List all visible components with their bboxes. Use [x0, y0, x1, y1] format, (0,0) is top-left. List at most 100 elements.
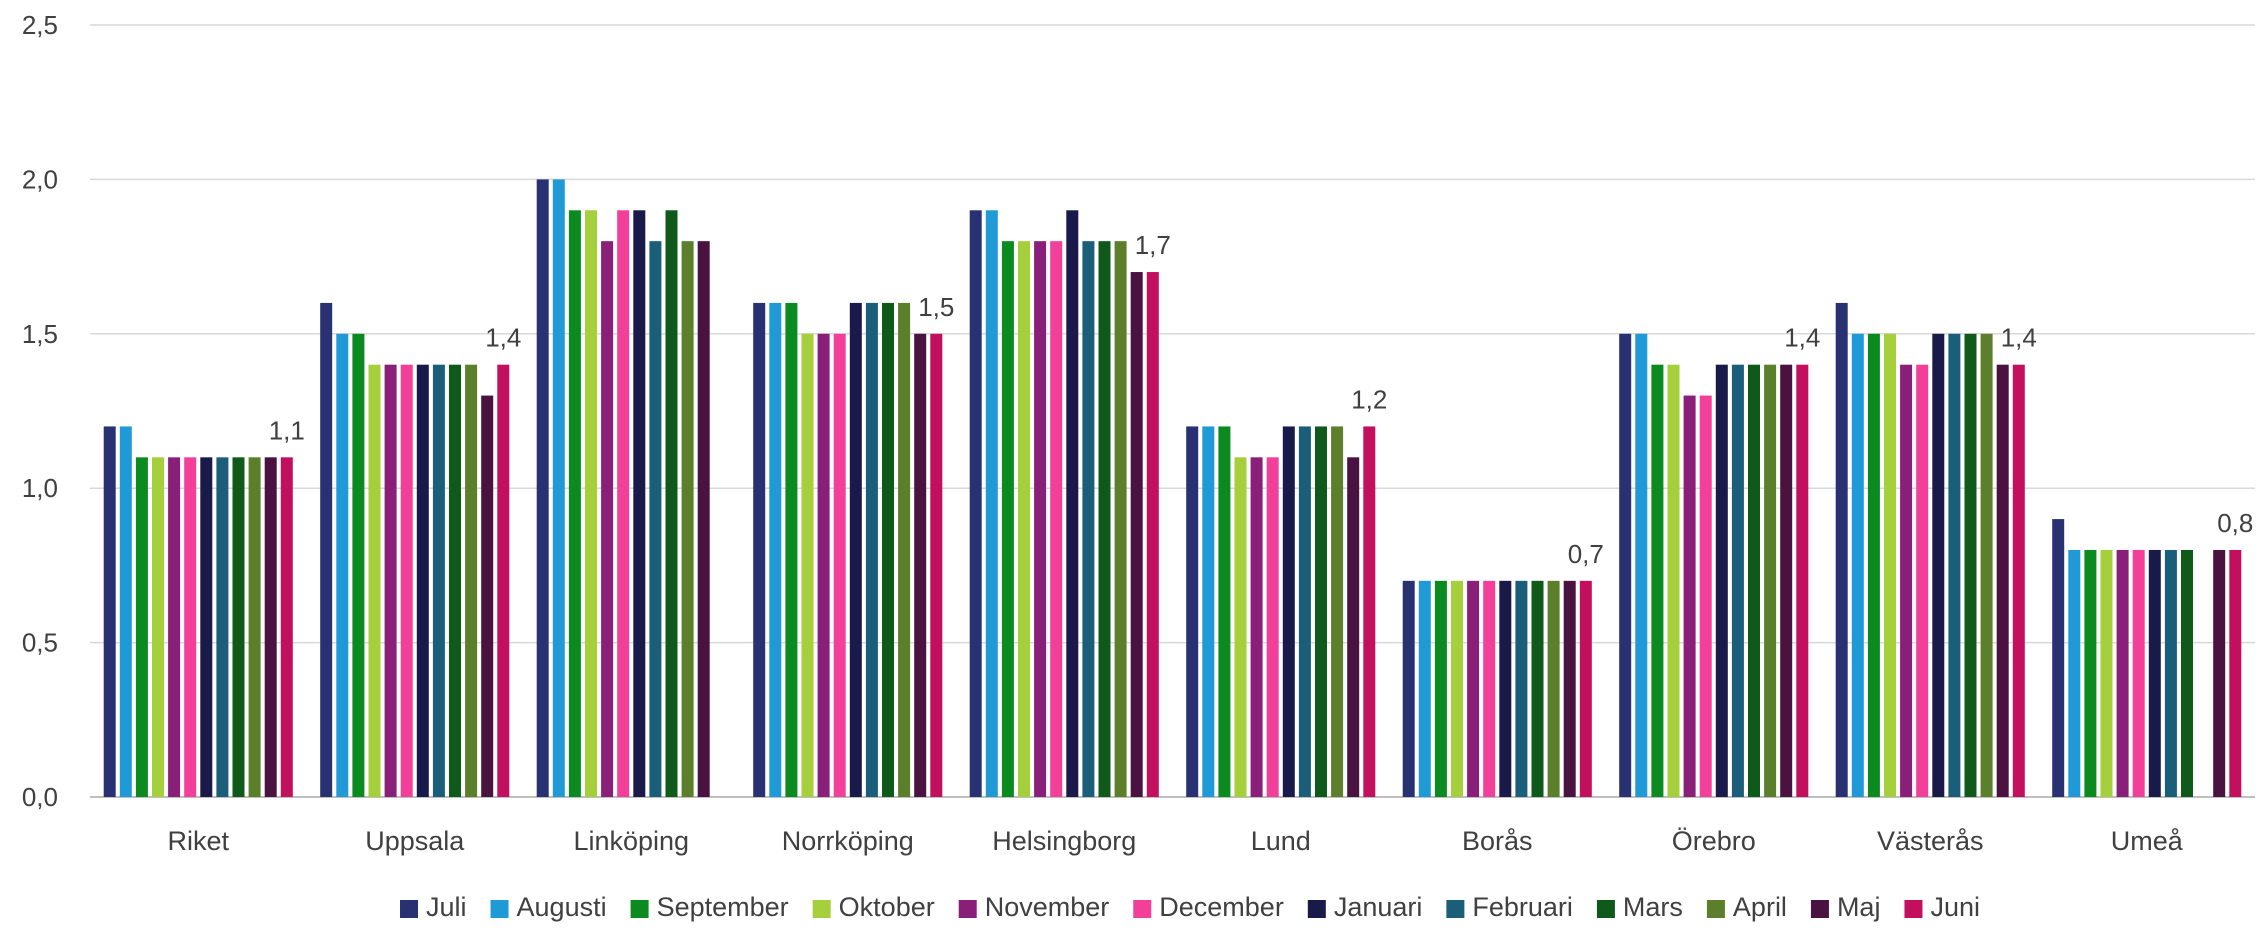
- gridlines: [90, 24, 2255, 798]
- bar-januari-6: [1499, 580, 1512, 797]
- bar-april-8: [1980, 333, 1993, 797]
- bar-december-2: [617, 210, 630, 797]
- bar-mars-1: [449, 364, 461, 797]
- bar-augusti-3: [769, 302, 782, 797]
- legend-swatch: [400, 900, 419, 918]
- bar-juni-6: [1579, 580, 1592, 797]
- bar-juni-7: [1796, 364, 1809, 797]
- bar-oktober-1: [368, 364, 381, 797]
- bar-mars-5: [1315, 426, 1327, 797]
- bar-september-2: [568, 210, 581, 797]
- bar-september-3: [785, 302, 798, 797]
- data-label: 0,8: [2217, 508, 2253, 538]
- bar-juli-9: [2052, 519, 2065, 797]
- bar-november-1: [384, 364, 397, 797]
- legend-item-februari: Februari: [1446, 892, 1573, 922]
- legend-item-maj: Maj: [1810, 892, 1880, 922]
- legend-item-oktober: Oktober: [812, 892, 935, 922]
- bar-november-7: [1683, 395, 1696, 797]
- bar-maj-3: [914, 333, 927, 797]
- legend-item-december: December: [1133, 892, 1284, 922]
- x-tick-label: Borås: [1462, 826, 1533, 856]
- bar-december-5: [1266, 457, 1279, 797]
- bar-februari-6: [1515, 580, 1528, 797]
- x-tick-label: Örebro: [1672, 826, 1756, 856]
- bar-oktober-9: [2100, 549, 2113, 797]
- bar-september-9: [2084, 549, 2097, 797]
- bar-mars-2: [665, 210, 678, 797]
- x-tick-label: Linköping: [573, 826, 689, 856]
- bar-maj-9: [2213, 549, 2226, 797]
- data-labels: 1,1 1,4 1,5 1,7 1,2 0,7 1,4 1,4 0,8: [269, 230, 2254, 569]
- legend-label: Februari: [1472, 892, 1573, 922]
- bar-augusti-9: [2068, 549, 2081, 797]
- bar-februari-9: [2164, 549, 2177, 797]
- x-tick-label: Umeå: [2111, 826, 2184, 856]
- legend-swatch: [1307, 900, 1326, 918]
- bar-december-7: [1699, 395, 1712, 797]
- bar-maj-0: [264, 457, 277, 797]
- data-label: 1,1: [269, 415, 305, 445]
- legend-label: Mars: [1623, 892, 1683, 922]
- bar-maj-2: [697, 241, 710, 797]
- x-tick-label: Riket: [167, 826, 229, 856]
- bar-december-6: [1483, 580, 1496, 797]
- legend-swatch: [1810, 900, 1829, 918]
- y-tick-label: 0,5: [22, 628, 58, 658]
- bar-december-0: [184, 457, 197, 797]
- legend-swatch: [630, 900, 649, 918]
- bar-februari-7: [1731, 364, 1744, 797]
- bar-februari-2: [649, 241, 662, 797]
- data-label: 1,7: [1135, 230, 1171, 260]
- bar-september-6: [1434, 580, 1447, 797]
- bar-mars-8: [1964, 333, 1977, 797]
- bar-mars-7: [1748, 364, 1760, 797]
- bar-juni-9: [2229, 549, 2242, 797]
- x-axis-ticks: Riket Uppsala Linköping Norrköping Helsingbo…: [167, 826, 2183, 856]
- bar-juli-3: [753, 302, 766, 797]
- bar-maj-4: [1130, 272, 1143, 797]
- bar-december-4: [1050, 241, 1063, 797]
- bar-maj-8: [1996, 364, 2009, 797]
- bar-januari-3: [849, 302, 862, 797]
- bar-mars-3: [882, 302, 894, 797]
- bar-september-0: [135, 457, 148, 797]
- bar-november-5: [1250, 457, 1263, 797]
- bar-november-4: [1034, 241, 1047, 797]
- legend-swatch: [1904, 900, 1923, 918]
- bar-augusti-6: [1418, 580, 1431, 797]
- bar-augusti-7: [1635, 333, 1648, 797]
- legend-swatch: [1706, 900, 1725, 918]
- bar-januari-1: [416, 364, 429, 797]
- bar-augusti-0: [119, 426, 132, 797]
- bar-oktober-2: [585, 210, 597, 797]
- legend-item-mars: Mars: [1596, 892, 1683, 922]
- bar-december-9: [2132, 549, 2145, 797]
- y-axis-ticks: 0,0 0,5 1,0 1,5 2,0 2,5: [22, 10, 58, 812]
- bar-november-9: [2116, 549, 2129, 797]
- bar-maj-7: [1780, 364, 1793, 797]
- bar-juli-1: [320, 302, 333, 797]
- bar-februari-0: [216, 457, 229, 797]
- bar-augusti-1: [336, 333, 349, 797]
- bar-oktober-7: [1667, 364, 1680, 797]
- legend-item-november: November: [958, 892, 1109, 922]
- bar-augusti-4: [985, 210, 998, 797]
- data-label: 1,2: [1351, 384, 1387, 414]
- bar-juni-3: [930, 333, 943, 797]
- bar-juli-5: [1186, 426, 1199, 797]
- y-tick-label: 1,5: [22, 319, 58, 349]
- bar-januari-2: [633, 210, 646, 797]
- legend-swatch: [1446, 900, 1465, 918]
- data-label: 0,7: [1568, 539, 1604, 569]
- x-tick-label: Lund: [1251, 826, 1311, 856]
- bar-december-1: [400, 364, 413, 797]
- bar-september-7: [1651, 364, 1664, 797]
- bar-mars-6: [1531, 580, 1544, 797]
- bar-januari-7: [1715, 364, 1728, 797]
- bar-november-0: [168, 457, 181, 797]
- legend-item-juni: Juni: [1904, 892, 1980, 922]
- legend-swatch: [1133, 900, 1152, 918]
- bar-december-8: [1916, 364, 1929, 797]
